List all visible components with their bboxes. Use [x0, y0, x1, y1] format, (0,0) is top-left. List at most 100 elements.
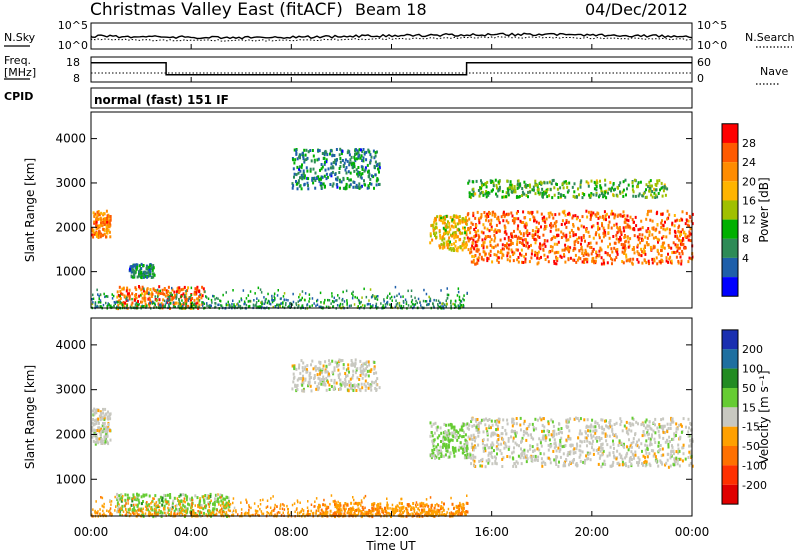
data-cell	[395, 303, 398, 306]
data-cell	[162, 298, 165, 302]
data-cell	[625, 253, 628, 257]
data-cell	[543, 227, 546, 231]
data-cell	[116, 503, 119, 507]
data-cell	[511, 451, 514, 455]
data-cell	[94, 304, 97, 307]
data-cell	[628, 457, 631, 461]
data-cell	[314, 179, 317, 182]
data-cell	[128, 288, 131, 292]
data-cell	[604, 231, 607, 234]
data-cell	[108, 303, 110, 306]
data-cell	[432, 440, 435, 444]
data-cell	[291, 186, 294, 190]
data-cell	[571, 443, 574, 447]
y-tick-label: 4000	[55, 132, 86, 146]
data-cell	[132, 493, 135, 497]
data-cell	[457, 431, 460, 435]
data-cell	[675, 245, 678, 249]
data-cell	[619, 214, 622, 218]
data-cell	[119, 513, 122, 517]
data-cell	[584, 458, 587, 462]
cpid-label: CPID	[4, 90, 33, 103]
data-cell	[507, 212, 510, 216]
data-cell	[673, 434, 676, 438]
data-cell	[318, 366, 321, 370]
data-cell	[292, 167, 295, 171]
data-cell	[307, 187, 310, 191]
data-cell	[207, 512, 210, 516]
data-cell	[644, 235, 647, 239]
data-cell	[299, 153, 302, 157]
data-cell	[502, 438, 505, 442]
data-cell	[645, 217, 648, 221]
data-cell	[514, 432, 517, 436]
data-cell	[488, 418, 491, 421]
data-cell	[547, 430, 550, 433]
data-cell	[299, 299, 301, 302]
data-cell	[327, 374, 330, 378]
data-cell	[592, 256, 595, 260]
data-cell	[151, 268, 154, 272]
data-cell	[654, 193, 657, 197]
data-cell	[543, 181, 546, 185]
data-cell	[342, 165, 345, 168]
data-cell	[534, 417, 537, 421]
data-cell	[477, 258, 480, 262]
data-cell	[487, 446, 490, 450]
data-cell	[368, 299, 370, 302]
data-cell	[298, 366, 300, 370]
data-cell	[155, 289, 158, 292]
data-cell	[537, 228, 540, 232]
data-cell	[536, 234, 539, 238]
nave-tick-top: 60	[697, 56, 711, 69]
data-cell	[172, 499, 175, 503]
data-cell	[548, 250, 551, 254]
data-cell	[375, 164, 378, 167]
data-cell	[559, 254, 562, 258]
data-cell	[344, 384, 347, 388]
data-cell	[225, 501, 228, 505]
data-cell	[543, 425, 546, 429]
data-cell	[277, 303, 280, 307]
data-cell	[507, 243, 510, 247]
data-cell	[376, 508, 379, 511]
data-cell	[131, 297, 133, 301]
data-cell	[679, 437, 682, 441]
data-cell	[486, 215, 488, 219]
data-cell	[544, 225, 547, 228]
data-cell	[321, 165, 324, 169]
data-cell	[292, 300, 295, 304]
data-cell	[294, 384, 297, 388]
data-cell	[626, 451, 629, 455]
data-cell	[383, 298, 385, 301]
data-cell	[617, 186, 619, 190]
data-cell	[95, 216, 98, 220]
data-cell	[373, 156, 376, 160]
data-cell	[521, 194, 524, 197]
data-cell	[575, 416, 577, 420]
freq-unit: [MHz]	[4, 66, 36, 79]
data-cell	[252, 303, 255, 307]
data-cell	[360, 165, 363, 169]
data-cell	[233, 303, 235, 306]
data-cell	[310, 363, 312, 367]
data-cell	[300, 187, 303, 191]
data-cell	[651, 226, 654, 230]
data-cell	[141, 305, 144, 308]
data-cell	[468, 437, 471, 441]
data-cell	[467, 239, 470, 243]
data-cell	[598, 249, 601, 253]
data-cell	[109, 438, 112, 442]
data-cell	[384, 305, 387, 309]
data-cell	[688, 426, 690, 430]
data-cell	[646, 428, 649, 432]
data-cell	[547, 420, 550, 424]
data-cell	[155, 512, 158, 515]
data-cell	[627, 225, 630, 229]
data-cell	[677, 458, 679, 462]
data-cell	[608, 453, 611, 457]
data-cell	[163, 504, 166, 508]
data-cell	[520, 253, 523, 257]
data-cell	[613, 241, 616, 245]
data-cell	[666, 439, 669, 443]
